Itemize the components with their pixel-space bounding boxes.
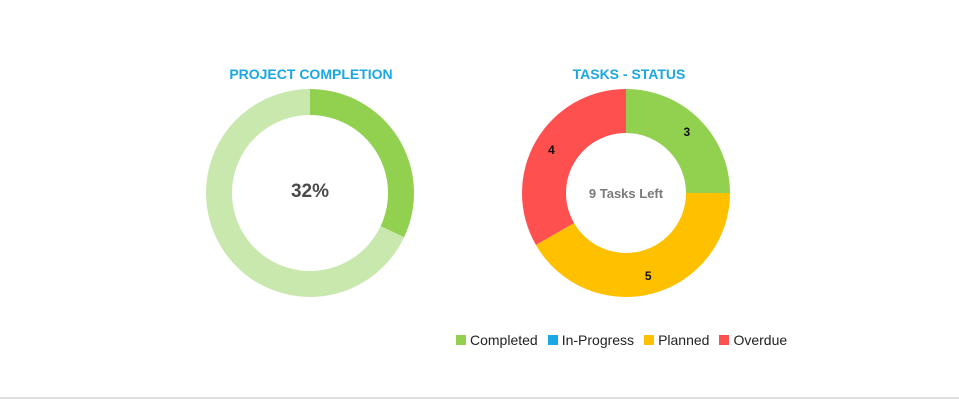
slice-completed (310, 89, 414, 238)
project-completion-donut (206, 89, 414, 297)
legend-label-planned: Planned (658, 332, 710, 348)
tasks-status-donut: 3 5 4 (522, 89, 730, 297)
tasks-status-title: TASKS - STATUS (572, 66, 686, 82)
tasks-left-label: 9 Tasks Left (588, 186, 664, 201)
legend-swatch-completed (456, 335, 466, 345)
legend-item-overdue: Overdue (719, 332, 787, 348)
legend-swatch-planned (644, 335, 655, 345)
legend-label-completed: Completed (470, 332, 538, 348)
tasks-status-legend: Completed In-Progress Planned Overdue (456, 332, 787, 348)
slice-overdue (522, 89, 626, 245)
legend-item-in-progress: In-Progress (547, 332, 635, 348)
project-completion-title: PROJECT COMPLETION (229, 66, 393, 82)
data-label-completed: 3 (683, 125, 690, 139)
slice-completed (626, 89, 730, 193)
legend-label-overdue: Overdue (733, 332, 788, 348)
bottom-divider (0, 397, 959, 399)
legend-swatch-in-progress (547, 335, 558, 345)
data-label-overdue: 4 (548, 143, 555, 157)
completion-percent-label: 32% (290, 181, 330, 202)
data-label-planned: 5 (645, 269, 652, 283)
legend-swatch-overdue (719, 335, 730, 345)
legend-item-planned: Planned (644, 332, 709, 348)
slice-planned (535, 193, 730, 297)
legend-label-in-progress: In-Progress (561, 332, 635, 348)
legend-item-completed: Completed (456, 332, 538, 348)
